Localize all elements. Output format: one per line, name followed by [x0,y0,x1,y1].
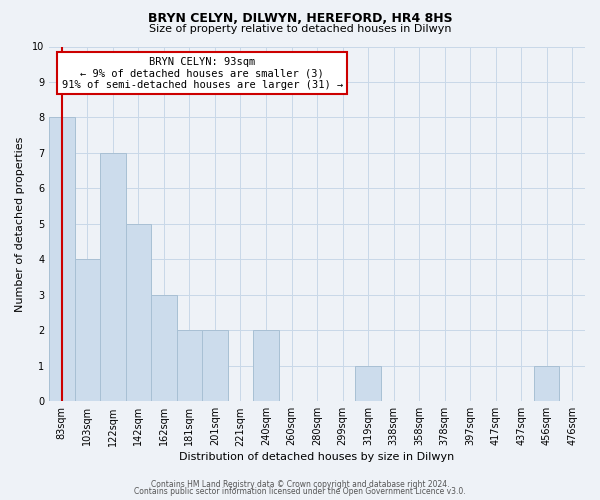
Bar [100,153,125,402]
Text: Size of property relative to detached houses in Dilwyn: Size of property relative to detached ho… [149,24,451,34]
Bar [125,224,151,402]
Bar [355,366,381,402]
Bar [74,260,100,402]
Bar [202,330,228,402]
Text: Contains HM Land Registry data © Crown copyright and database right 2024.: Contains HM Land Registry data © Crown c… [151,480,449,489]
Text: BRYN CELYN, DILWYN, HEREFORD, HR4 8HS: BRYN CELYN, DILWYN, HEREFORD, HR4 8HS [148,12,452,26]
Y-axis label: Number of detached properties: Number of detached properties [15,136,25,312]
Bar [49,118,74,402]
Text: Contains public sector information licensed under the Open Government Licence v3: Contains public sector information licen… [134,487,466,496]
Bar [534,366,559,402]
Bar [176,330,202,402]
Bar [151,295,176,402]
X-axis label: Distribution of detached houses by size in Dilwyn: Distribution of detached houses by size … [179,452,455,462]
Bar [253,330,279,402]
Text: BRYN CELYN: 93sqm
← 9% of detached houses are smaller (3)
91% of semi-detached h: BRYN CELYN: 93sqm ← 9% of detached house… [62,56,343,90]
